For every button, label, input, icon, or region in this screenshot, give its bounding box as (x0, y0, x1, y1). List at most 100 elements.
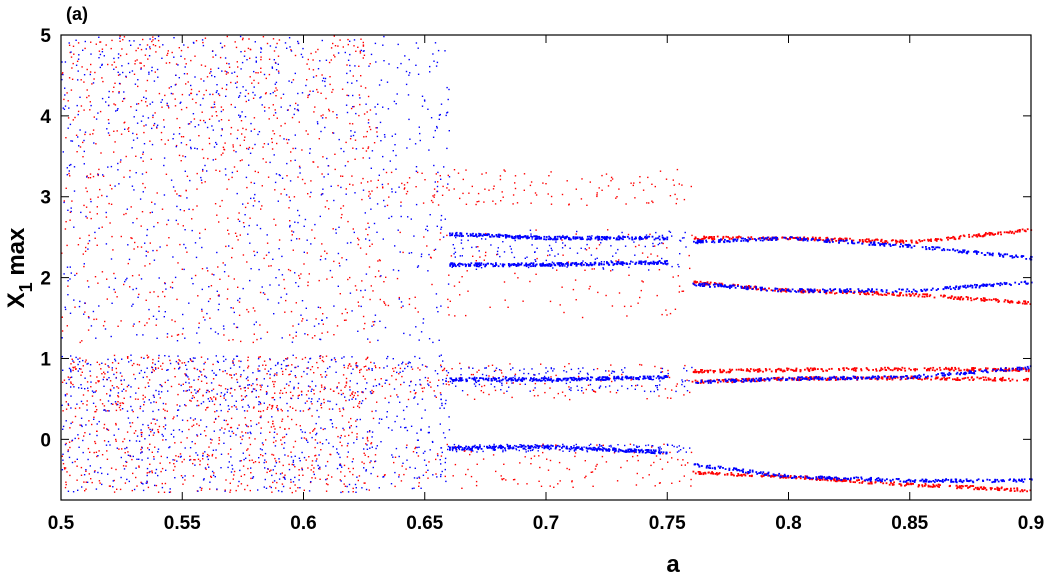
data-point (63, 200, 65, 202)
data-point (156, 127, 158, 129)
branch-point (775, 369, 777, 371)
data-point (244, 136, 246, 138)
data-point (249, 57, 251, 59)
data-point (321, 243, 323, 245)
data-point (143, 65, 145, 67)
branch-point (1023, 379, 1025, 381)
data-point (402, 370, 404, 372)
data-point (219, 170, 221, 172)
data-point (341, 213, 343, 216)
data-point (115, 422, 117, 425)
data-point (371, 243, 373, 245)
data-point (417, 265, 420, 267)
data-point (241, 406, 244, 408)
data-point (224, 428, 226, 430)
data-point (77, 437, 80, 440)
branch-point (896, 369, 899, 372)
data-point (687, 462, 689, 464)
data-point (561, 239, 563, 241)
data-point (444, 50, 446, 52)
data-point (383, 476, 385, 478)
data-point (223, 149, 226, 151)
data-point (405, 446, 408, 449)
branch-point (954, 238, 957, 241)
data-point (352, 487, 354, 490)
branch-point (772, 475, 775, 478)
data-point (108, 122, 110, 124)
data-point (353, 45, 355, 47)
branch-point (867, 369, 870, 372)
data-point (370, 167, 372, 169)
data-point (636, 472, 638, 475)
data-point (87, 316, 90, 318)
branch-point (1016, 487, 1019, 490)
data-point (114, 82, 116, 84)
data-point (218, 439, 221, 441)
data-point (414, 296, 416, 298)
data-point (218, 303, 220, 305)
data-point (364, 212, 366, 214)
data-point (587, 384, 590, 386)
data-point (255, 61, 257, 63)
data-point (260, 56, 262, 58)
data-point (615, 392, 618, 394)
data-point (403, 332, 405, 335)
data-point (347, 467, 350, 470)
data-point (183, 362, 186, 364)
data-point (205, 468, 207, 470)
data-point (166, 336, 169, 338)
data-point (167, 369, 169, 371)
data-point (78, 446, 80, 448)
data-point (125, 155, 127, 158)
branch-point (1025, 370, 1028, 372)
data-point (151, 470, 153, 472)
data-point (512, 194, 515, 196)
data-point (319, 468, 321, 470)
data-point (210, 106, 213, 109)
data-point (541, 445, 543, 447)
data-point (177, 455, 180, 458)
data-point (309, 386, 311, 388)
data-point (88, 95, 90, 97)
data-point (258, 396, 260, 398)
data-point (115, 409, 118, 412)
data-point (602, 444, 604, 446)
data-point (634, 197, 636, 199)
data-point (115, 424, 117, 426)
data-point (370, 53, 373, 56)
data-point (177, 409, 179, 411)
data-point (120, 383, 123, 385)
data-point (276, 433, 278, 435)
data-point (443, 407, 445, 409)
data-point (135, 172, 137, 174)
data-point (97, 282, 99, 284)
data-point (224, 70, 226, 72)
branch-point (1024, 301, 1027, 304)
data-point (207, 389, 209, 392)
data-point (164, 311, 166, 313)
branch-point (978, 234, 981, 237)
branch-point (957, 296, 960, 299)
data-point (468, 192, 470, 194)
branch-point (911, 292, 914, 295)
branch-point (1012, 369, 1015, 371)
data-point (232, 144, 234, 146)
data-point (110, 467, 113, 469)
data-point (332, 88, 334, 91)
data-point (291, 341, 294, 343)
data-point (310, 390, 312, 392)
data-point (628, 274, 630, 276)
data-point (209, 317, 211, 319)
data-point (682, 290, 685, 292)
data-point (441, 404, 443, 407)
data-point (116, 130, 118, 132)
data-point (353, 105, 355, 108)
data-point (159, 397, 161, 399)
branch-point (784, 287, 787, 290)
branch-point (985, 367, 987, 370)
data-point (166, 369, 168, 371)
branch-point (699, 370, 702, 373)
branch-point (819, 238, 822, 241)
data-point (415, 186, 417, 188)
data-point (101, 77, 103, 79)
